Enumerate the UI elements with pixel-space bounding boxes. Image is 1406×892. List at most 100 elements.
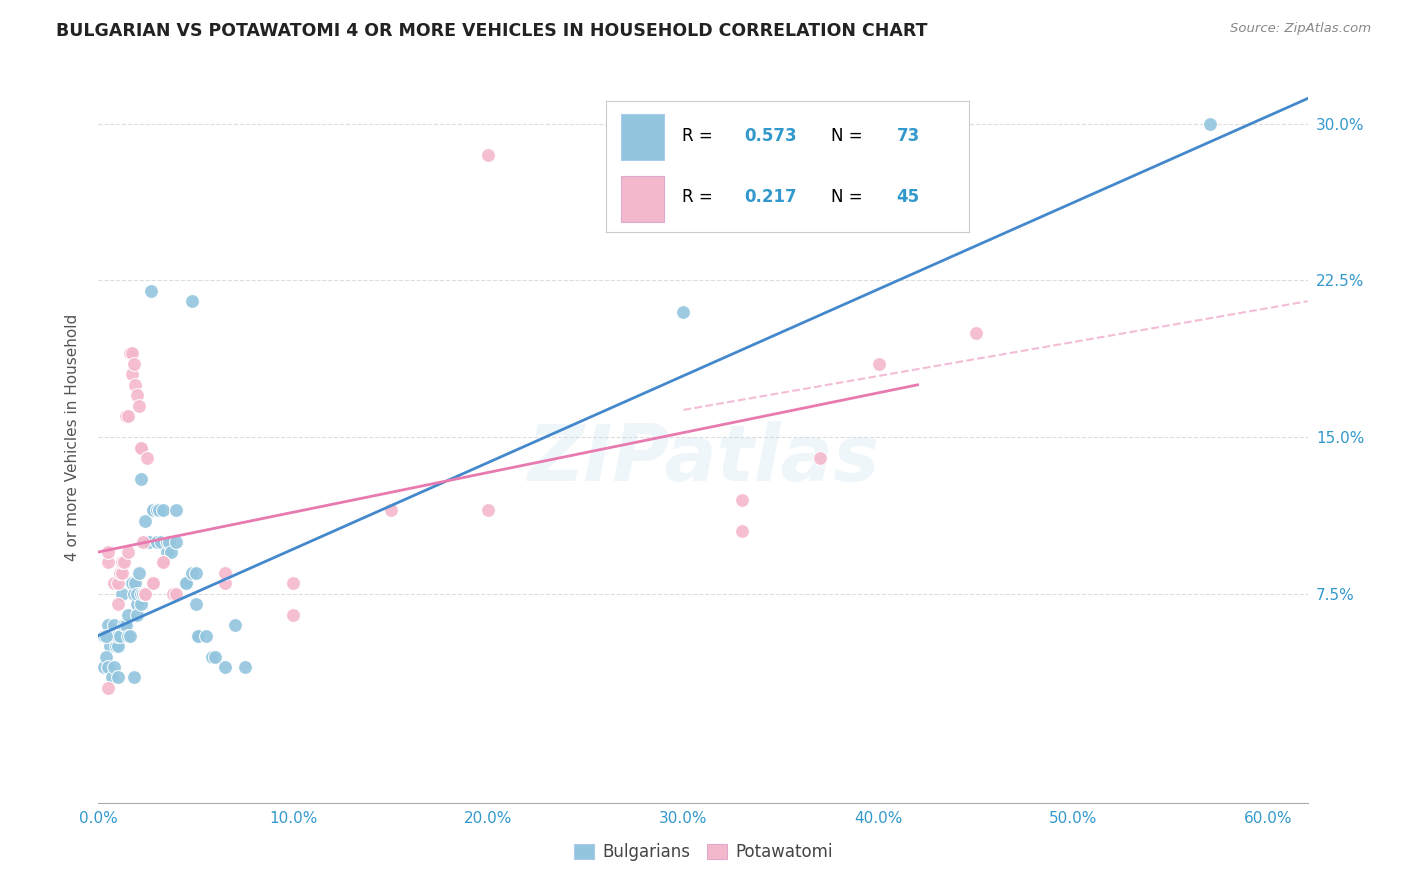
Potawatomi <box>477 503 499 517</box>
Potawatomi <box>108 566 131 580</box>
Bulgarians <box>103 629 125 643</box>
Potawatomi <box>380 503 402 517</box>
Bulgarians <box>136 534 159 549</box>
Bulgarians <box>118 629 141 643</box>
Potawatomi <box>121 368 143 382</box>
Potawatomi <box>283 607 305 622</box>
Potawatomi <box>965 326 987 340</box>
Bulgarians <box>159 545 181 559</box>
Bulgarians <box>131 472 153 486</box>
Potawatomi <box>131 441 153 455</box>
Bulgarians <box>184 597 207 611</box>
Bulgarians <box>233 660 256 674</box>
Bulgarians <box>174 576 197 591</box>
Bulgarians <box>200 649 222 664</box>
Potawatomi <box>152 556 174 570</box>
Potawatomi <box>165 587 187 601</box>
Potawatomi <box>477 148 499 162</box>
Potawatomi <box>214 576 236 591</box>
Potawatomi <box>142 576 165 591</box>
Bulgarians <box>146 534 169 549</box>
Bulgarians <box>181 566 204 580</box>
Potawatomi <box>132 534 155 549</box>
Bulgarians <box>149 534 172 549</box>
Potawatomi <box>731 524 754 538</box>
Bulgarians <box>111 587 134 601</box>
Bulgarians <box>142 503 165 517</box>
Bulgarians <box>122 587 145 601</box>
Bulgarians <box>156 534 179 549</box>
Bulgarians <box>184 566 207 580</box>
Bulgarians <box>103 618 125 632</box>
Bulgarians <box>103 660 125 674</box>
Bulgarians <box>146 503 169 517</box>
Potawatomi <box>136 450 159 465</box>
Bulgarians <box>148 503 170 517</box>
Bulgarians <box>1199 117 1222 131</box>
Y-axis label: 4 or more Vehicles in Household: 4 or more Vehicles in Household <box>65 313 80 561</box>
Bulgarians <box>132 587 155 601</box>
Potawatomi <box>122 357 145 371</box>
Potawatomi <box>731 492 754 507</box>
Bulgarians <box>138 534 160 549</box>
Bulgarians <box>181 294 204 309</box>
Bulgarians <box>142 503 165 517</box>
Bulgarians <box>124 576 146 591</box>
Bulgarians <box>97 629 120 643</box>
Bulgarians <box>187 629 209 643</box>
Potawatomi <box>111 566 134 580</box>
Bulgarians <box>104 629 127 643</box>
Text: BULGARIAN VS POTAWATOMI 4 OR MORE VEHICLES IN HOUSEHOLD CORRELATION CHART: BULGARIAN VS POTAWATOMI 4 OR MORE VEHICL… <box>56 22 928 40</box>
Potawatomi <box>127 388 149 402</box>
Bulgarians <box>157 534 180 549</box>
Bulgarians <box>97 660 120 674</box>
Bulgarians <box>139 284 162 298</box>
Bulgarians <box>93 660 115 674</box>
Potawatomi <box>97 556 120 570</box>
Potawatomi <box>868 357 890 371</box>
Potawatomi <box>214 566 236 580</box>
Bulgarians <box>131 597 153 611</box>
Potawatomi <box>112 556 135 570</box>
Bulgarians <box>138 534 160 549</box>
Potawatomi <box>162 587 184 601</box>
Text: Source: ZipAtlas.com: Source: ZipAtlas.com <box>1230 22 1371 36</box>
Legend: Bulgarians, Potawatomi: Bulgarians, Potawatomi <box>567 837 839 868</box>
Bulgarians <box>117 607 139 622</box>
Potawatomi <box>283 576 305 591</box>
Potawatomi <box>128 399 150 413</box>
Bulgarians <box>117 629 139 643</box>
Bulgarians <box>214 660 236 674</box>
Bulgarians <box>127 607 149 622</box>
Bulgarians <box>131 587 153 601</box>
Potawatomi <box>118 346 141 360</box>
Bulgarians <box>194 629 217 643</box>
Potawatomi <box>808 450 831 465</box>
Bulgarians <box>134 514 156 528</box>
Potawatomi <box>142 576 165 591</box>
Bulgarians <box>93 629 115 643</box>
Bulgarians <box>108 629 131 643</box>
Bulgarians <box>101 670 124 684</box>
Potawatomi <box>111 556 134 570</box>
Potawatomi <box>117 545 139 559</box>
Bulgarians <box>127 587 149 601</box>
Bulgarians <box>97 618 120 632</box>
Potawatomi <box>121 346 143 360</box>
Bulgarians <box>96 629 118 643</box>
Bulgarians <box>156 545 179 559</box>
Potawatomi <box>134 587 156 601</box>
Potawatomi <box>131 441 153 455</box>
Potawatomi <box>117 409 139 424</box>
Bulgarians <box>122 670 145 684</box>
Bulgarians <box>134 534 156 549</box>
Bulgarians <box>672 304 695 318</box>
Potawatomi <box>114 409 136 424</box>
Potawatomi <box>97 545 120 559</box>
Bulgarians <box>96 649 118 664</box>
Bulgarians <box>204 649 226 664</box>
Bulgarians <box>152 503 174 517</box>
Potawatomi <box>769 179 792 194</box>
Bulgarians <box>187 629 209 643</box>
Potawatomi <box>124 377 146 392</box>
